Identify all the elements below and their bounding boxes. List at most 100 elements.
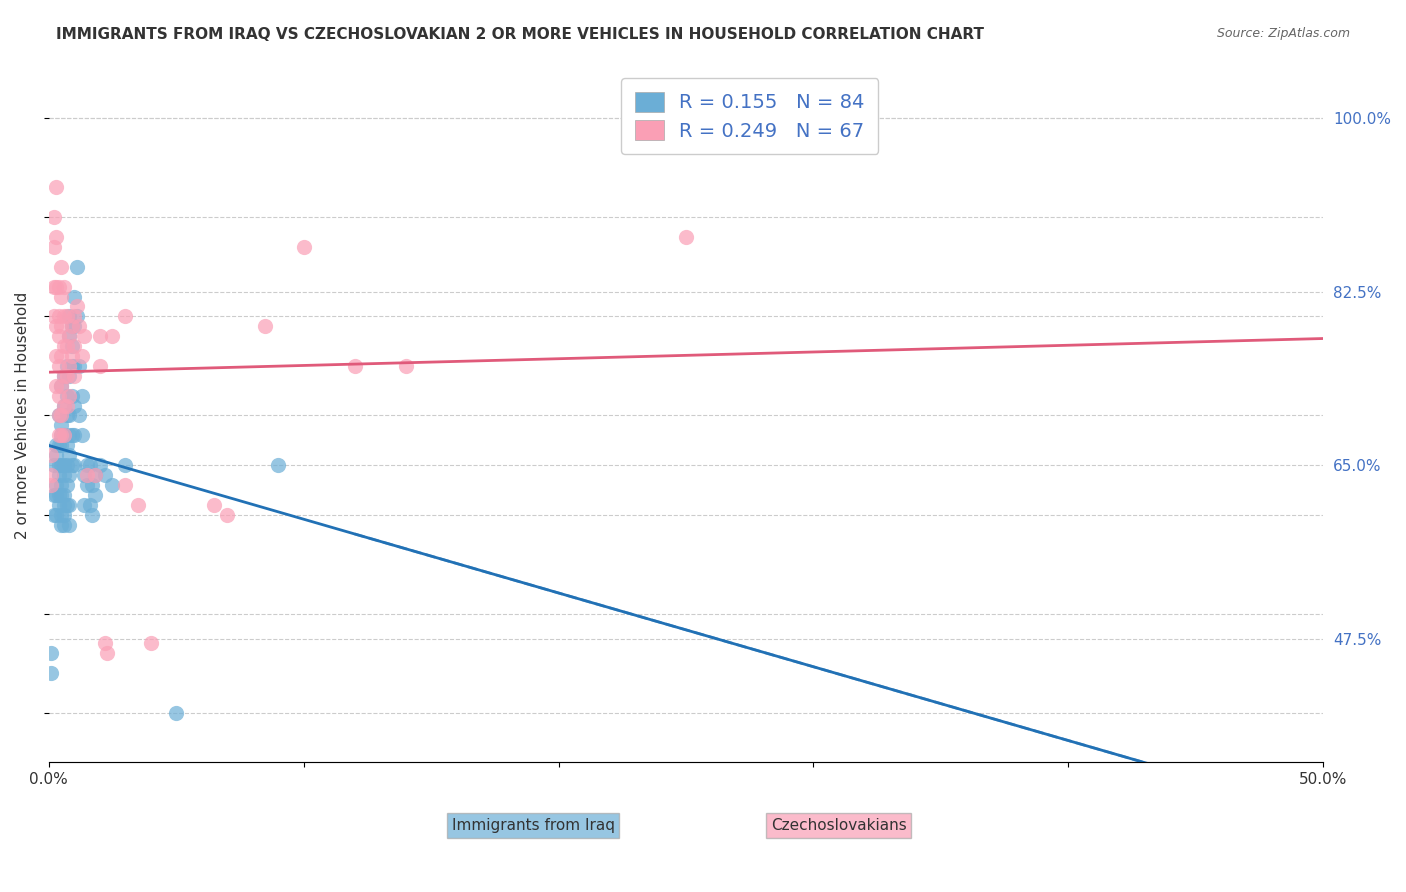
Point	[675, 230, 697, 244]
Point	[48, 389, 70, 403]
Point	[53, 399, 76, 413]
Point	[70, 349, 93, 363]
Point	[101, 478, 124, 492]
Point	[39, 467, 62, 482]
Point	[58, 310, 80, 324]
Point	[53, 508, 76, 522]
Point	[51, 508, 73, 522]
Point	[48, 438, 70, 452]
Legend: R = 0.155   N = 84, R = 0.249   N = 67: R = 0.155 N = 84, R = 0.249 N = 67	[621, 78, 879, 154]
Point	[48, 428, 70, 442]
Point	[51, 378, 73, 392]
Point	[45, 378, 67, 392]
Point	[204, 498, 226, 512]
Point	[394, 359, 416, 373]
Point	[63, 458, 86, 472]
Point	[48, 409, 70, 423]
Point	[55, 478, 77, 492]
Point	[94, 467, 117, 482]
Point	[58, 329, 80, 343]
Point	[66, 310, 89, 324]
Point	[83, 488, 105, 502]
Point	[63, 289, 86, 303]
Point	[58, 389, 80, 403]
Point	[39, 448, 62, 462]
Point	[53, 467, 76, 482]
Y-axis label: 2 or more Vehicles in Household: 2 or more Vehicles in Household	[15, 292, 30, 539]
Point	[79, 498, 101, 512]
Point	[58, 409, 80, 423]
Point	[63, 339, 86, 353]
Point	[45, 478, 67, 492]
Text: IMMIGRANTS FROM IRAQ VS CZECHOSLOVAKIAN 2 OR MORE VEHICLES IN HOUSEHOLD CORRELAT: IMMIGRANTS FROM IRAQ VS CZECHOSLOVAKIAN …	[56, 27, 984, 42]
Point	[58, 359, 80, 373]
Point	[76, 458, 98, 472]
Point	[66, 300, 89, 314]
Point	[254, 319, 277, 334]
Point	[53, 428, 76, 442]
Point	[51, 428, 73, 442]
Point	[53, 368, 76, 383]
Point	[67, 359, 90, 373]
Point	[55, 498, 77, 512]
Point	[48, 467, 70, 482]
Point	[66, 260, 89, 274]
Point	[58, 428, 80, 442]
Point	[73, 467, 96, 482]
Text: Immigrants from Iraq: Immigrants from Iraq	[451, 818, 614, 833]
Point	[55, 458, 77, 472]
Point	[53, 310, 76, 324]
Point	[48, 279, 70, 293]
Point	[53, 339, 76, 353]
Point	[89, 329, 111, 343]
Point	[94, 636, 117, 650]
Point	[48, 329, 70, 343]
Point	[42, 488, 65, 502]
Point	[48, 409, 70, 423]
Point	[51, 409, 73, 423]
Point	[114, 310, 136, 324]
Point	[79, 458, 101, 472]
Point	[55, 399, 77, 413]
Point	[48, 310, 70, 324]
Point	[42, 458, 65, 472]
Point	[51, 289, 73, 303]
Point	[63, 359, 86, 373]
Point	[60, 319, 83, 334]
Point	[51, 378, 73, 392]
Point	[53, 458, 76, 472]
Point	[80, 508, 103, 522]
Point	[42, 310, 65, 324]
Point	[76, 478, 98, 492]
Point	[45, 488, 67, 502]
Point	[89, 359, 111, 373]
Point	[53, 279, 76, 293]
Point	[51, 260, 73, 274]
Text: Czechoslovakians: Czechoslovakians	[770, 818, 907, 833]
Point	[55, 339, 77, 353]
Point	[51, 488, 73, 502]
Point	[63, 368, 86, 383]
Point	[45, 448, 67, 462]
Point	[53, 517, 76, 532]
Point	[73, 498, 96, 512]
Point	[51, 478, 73, 492]
Point	[67, 319, 90, 334]
Point	[55, 359, 77, 373]
Point	[45, 508, 67, 522]
Point	[45, 230, 67, 244]
Point	[58, 498, 80, 512]
Point	[60, 349, 83, 363]
Point	[53, 368, 76, 383]
Point	[51, 319, 73, 334]
Point	[127, 498, 149, 512]
Point	[55, 368, 77, 383]
Point	[48, 458, 70, 472]
Point	[39, 647, 62, 661]
Point	[51, 428, 73, 442]
Point	[217, 508, 239, 522]
Point	[42, 279, 65, 293]
Point	[60, 339, 83, 353]
Point	[63, 319, 86, 334]
Point	[51, 517, 73, 532]
